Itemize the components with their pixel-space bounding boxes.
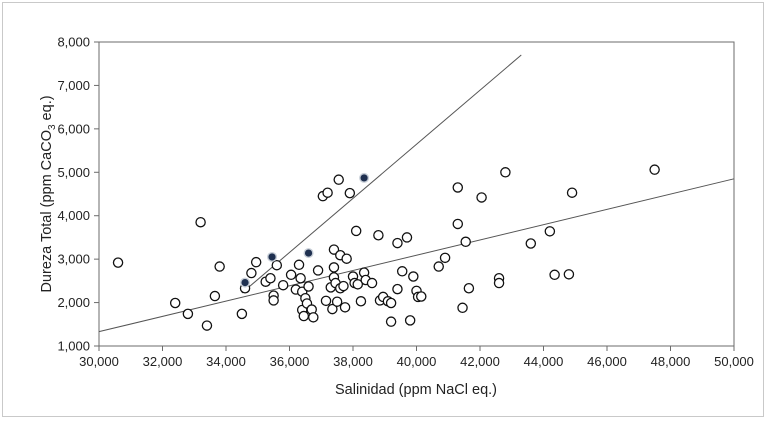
- data-point: [385, 316, 397, 327]
- x-tick-label: 48,000: [651, 354, 691, 369]
- data-point: [544, 226, 556, 237]
- y-tick-label: 5,000: [57, 165, 90, 180]
- data-point: [322, 187, 333, 198]
- data-point: [396, 266, 408, 277]
- data-point: [563, 269, 575, 280]
- y-tick-label: 3,000: [57, 252, 90, 267]
- data-point: [328, 262, 340, 273]
- data-point: [333, 174, 344, 185]
- data-point: [392, 237, 403, 249]
- data-point: [293, 259, 305, 271]
- data-point: [331, 296, 343, 307]
- data-point: [195, 216, 206, 228]
- data-point: [339, 302, 351, 313]
- x-tick-label: 44,000: [524, 354, 564, 369]
- data-point: [649, 164, 660, 175]
- data-point: [250, 256, 262, 268]
- data-point: [416, 291, 427, 302]
- data-point: [433, 261, 444, 272]
- data-point: [209, 290, 221, 302]
- y-tick-label: 8,000: [57, 35, 90, 50]
- x-axis: 30,000 32,000 34,000 36,000 38,000 40,000 42,0…: [79, 346, 754, 369]
- data-point: [476, 192, 487, 203]
- data-point: [303, 281, 314, 292]
- data-point: [327, 303, 338, 315]
- data-point: [268, 295, 279, 306]
- data-point: [236, 308, 248, 320]
- x-axis-title: Salinidad (ppm NaCl eq.): [335, 382, 497, 398]
- x-tick-label: 42,000: [460, 354, 500, 369]
- data-point: [246, 267, 257, 279]
- x-tick-label: 30,000: [79, 354, 119, 369]
- y-axis-title-part-1: Dureza Total (ppm CaCO: [39, 130, 55, 293]
- highlighted-data-point: [240, 277, 251, 288]
- data-point: [463, 282, 475, 294]
- data-point: [201, 320, 213, 331]
- x-tick-label: 36,000: [270, 354, 310, 369]
- y-axis-title: Dureza Total (ppm CaCO3 eq.): [39, 95, 58, 292]
- x-tick-label: 40,000: [397, 354, 437, 369]
- data-point: [308, 312, 319, 323]
- highlighted-data-point: [267, 251, 278, 262]
- y-tick-label: 7,000: [57, 78, 90, 93]
- data-point: [460, 236, 471, 248]
- data-point: [385, 297, 397, 309]
- scatter-chart: 30,000 32,000 34,000 36,000 38,000 40,000 42,0…: [39, 35, 754, 399]
- data-point: [404, 315, 416, 326]
- data-point: [457, 302, 468, 314]
- highlighted-data-point: [303, 248, 314, 259]
- data-point: [285, 269, 297, 281]
- trend-line: [241, 54, 522, 294]
- data-point: [182, 308, 194, 320]
- y-axis-title-subscript: 3: [47, 124, 58, 130]
- chart-frame: 30,000 32,000 34,000 36,000 38,000 40,000 42,0…: [2, 2, 764, 417]
- data-point: [271, 259, 283, 271]
- x-tick-label: 32,000: [143, 354, 183, 369]
- y-tick-label: 2,000: [57, 295, 90, 310]
- data-point: [408, 271, 419, 282]
- data-point: [298, 310, 310, 322]
- trend-lines: [98, 54, 735, 333]
- data-point: [350, 225, 362, 237]
- data-point: [549, 269, 560, 281]
- data-point: [352, 279, 364, 290]
- trend-line: [98, 178, 735, 333]
- data-point: [320, 295, 332, 307]
- y-tick-label: 4,000: [57, 208, 90, 223]
- data-point: [392, 283, 403, 295]
- data-point: [452, 218, 464, 230]
- data-point: [277, 279, 289, 291]
- data-point: [355, 296, 367, 307]
- data-point: [169, 297, 181, 309]
- y-axis: 1,000 2,000 3,000 4,000 5,000 6,000 7,000 8,000: [57, 35, 99, 354]
- data-point: [265, 273, 276, 284]
- y-axis-title-part-2: eq.): [39, 95, 55, 124]
- data-point: [500, 167, 511, 178]
- data-point: [401, 232, 413, 243]
- data-point: [295, 273, 306, 284]
- data-point: [366, 277, 378, 289]
- x-tick-label: 50,000: [714, 354, 754, 369]
- data-point: [341, 253, 352, 264]
- data-points: [112, 164, 660, 331]
- highlighted-data-point: [359, 172, 370, 183]
- data-point: [439, 252, 451, 264]
- x-tick-label: 46,000: [587, 354, 627, 369]
- data-point: [112, 257, 124, 268]
- data-point: [566, 187, 578, 198]
- data-point: [328, 244, 340, 255]
- data-point: [525, 238, 537, 249]
- data-point: [344, 187, 356, 199]
- x-tick-label: 38,000: [333, 354, 373, 369]
- y-tick-label: 1,000: [57, 339, 90, 354]
- data-point: [452, 182, 464, 193]
- data-point: [312, 265, 324, 276]
- data-point: [214, 261, 225, 272]
- x-tick-label: 34,000: [206, 354, 246, 369]
- y-tick-label: 6,000: [57, 121, 90, 136]
- data-point: [493, 277, 505, 289]
- data-point: [373, 230, 384, 241]
- data-point: [338, 280, 349, 292]
